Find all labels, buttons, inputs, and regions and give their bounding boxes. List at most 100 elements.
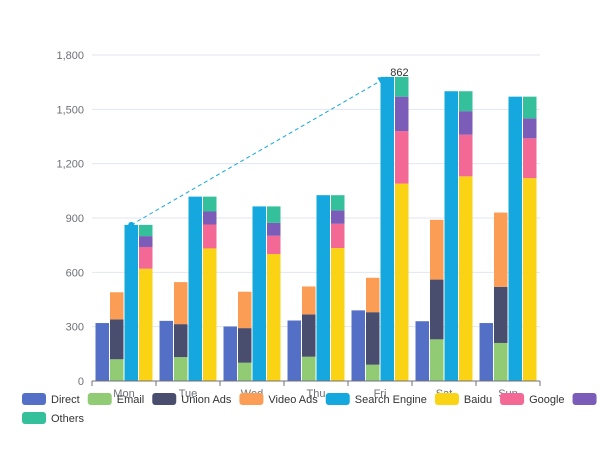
- bar-search-engine-sat[interactable]: [444, 91, 459, 381]
- bar-email-sat[interactable]: [430, 339, 444, 381]
- bar-bing-wed[interactable]: [267, 222, 281, 236]
- bar-union-ads-fri[interactable]: [366, 312, 380, 365]
- x-tick-label: Tue: [179, 388, 198, 400]
- x-tick-label: Fri: [374, 388, 387, 400]
- annotation-label: 862: [390, 67, 408, 79]
- bar-email-tue[interactable]: [174, 357, 188, 381]
- bar-direct-fri[interactable]: [351, 310, 366, 381]
- legend-item-others[interactable]: Others: [22, 412, 85, 425]
- legend-swatch: [239, 393, 264, 405]
- bars: [95, 76, 537, 382]
- bar-bing-tue[interactable]: [203, 211, 217, 225]
- legend[interactable]: Direct Email Union Ads Video Ads Search Engi…: [22, 393, 600, 425]
- bar-search-engine-wed[interactable]: [252, 206, 267, 381]
- legend-swatch: [572, 393, 597, 405]
- legend-swatch: [325, 393, 350, 405]
- legend-item-bing[interactable]: Bing: [572, 393, 600, 406]
- bar-others-wed[interactable]: [267, 206, 281, 223]
- bar-union-ads-sun[interactable]: [494, 286, 508, 343]
- bar-baidu-fri[interactable]: [395, 183, 409, 381]
- annotation-start-dot: [128, 221, 135, 228]
- y-tick-label: 1,800: [56, 50, 84, 62]
- bar-others-mon[interactable]: [139, 224, 153, 237]
- bar-bing-fri[interactable]: [395, 96, 409, 132]
- bar-email-thu[interactable]: [302, 356, 316, 381]
- legend-label: Email: [117, 394, 145, 406]
- y-axis: 0 300 600 900 1,200 1,500 1,800: [56, 50, 84, 388]
- bar-baidu-tue[interactable]: [203, 248, 217, 381]
- legend-item-direct[interactable]: Direct: [22, 393, 80, 406]
- legend-label: Video Ads: [268, 394, 318, 406]
- bar-search-engine-fri[interactable]: [380, 76, 395, 382]
- bar-video-ads-sun[interactable]: [494, 212, 508, 287]
- bar-email-wed[interactable]: [238, 362, 252, 381]
- bar-search-engine-sun[interactable]: [508, 96, 523, 382]
- bar-baidu-sat[interactable]: [459, 176, 473, 381]
- bar-video-ads-tue[interactable]: [174, 282, 188, 325]
- bar-search-engine-tue[interactable]: [188, 196, 203, 381]
- bar-others-sat[interactable]: [459, 91, 473, 112]
- legend-swatch: [152, 393, 177, 405]
- bar-others-tue[interactable]: [203, 196, 217, 212]
- legend-item-google[interactable]: Google: [500, 393, 565, 406]
- bar-baidu-mon[interactable]: [139, 268, 153, 381]
- bar-google-tue[interactable]: [203, 224, 217, 249]
- bar-baidu-sun[interactable]: [523, 178, 537, 381]
- bar-video-ads-thu[interactable]: [302, 286, 316, 315]
- bar-direct-sat[interactable]: [415, 321, 430, 381]
- bar-email-sun[interactable]: [494, 342, 508, 381]
- bar-google-mon[interactable]: [139, 246, 153, 269]
- bar-video-ads-sat[interactable]: [430, 219, 444, 280]
- bar-video-ads-fri[interactable]: [366, 277, 380, 313]
- bar-video-ads-mon[interactable]: [110, 292, 124, 320]
- legend-item-baidu[interactable]: Baidu: [434, 393, 492, 406]
- bar-direct-tue[interactable]: [159, 320, 174, 381]
- bar-search-engine-mon[interactable]: [124, 224, 139, 381]
- bar-bing-thu[interactable]: [331, 210, 345, 224]
- bar-search-engine-thu[interactable]: [316, 195, 331, 381]
- bar-direct-wed[interactable]: [223, 326, 238, 381]
- bar-direct-sun[interactable]: [479, 323, 494, 381]
- annotation-arrowhead: [377, 76, 388, 86]
- bar-google-thu[interactable]: [331, 223, 345, 249]
- bar-google-sun[interactable]: [523, 138, 537, 179]
- x-tick-label: Mon: [113, 388, 134, 400]
- bar-google-fri[interactable]: [395, 131, 409, 184]
- legend-item-union-ads[interactable]: Union Ads: [152, 393, 232, 406]
- y-tick-label: 600: [66, 267, 84, 279]
- bar-union-ads-mon[interactable]: [110, 319, 124, 360]
- bar-direct-mon[interactable]: [95, 323, 110, 381]
- bar-bing-mon[interactable]: [139, 236, 153, 247]
- legend-item-email[interactable]: Email: [87, 393, 145, 406]
- bar-direct-thu[interactable]: [287, 320, 302, 381]
- y-tick-label: 0: [78, 376, 84, 388]
- bar-email-fri[interactable]: [366, 364, 380, 381]
- legend-item-search-engine[interactable]: Search Engine: [325, 393, 427, 406]
- bar-baidu-thu[interactable]: [331, 248, 345, 381]
- bar-others-fri[interactable]: [395, 76, 409, 97]
- y-tick-label: 1,500: [56, 104, 84, 116]
- bar-google-sat[interactable]: [459, 134, 473, 177]
- y-tick-label: 900: [66, 213, 84, 225]
- x-tick-label: Thu: [307, 388, 326, 400]
- legend-swatch: [22, 412, 46, 424]
- bar-bing-sat[interactable]: [459, 111, 473, 135]
- bar-union-ads-thu[interactable]: [302, 314, 316, 357]
- legend-label: Others: [51, 413, 85, 425]
- legend-swatch: [434, 393, 459, 405]
- bar-others-thu[interactable]: [331, 195, 345, 211]
- annotation-line: [130, 76, 388, 226]
- bar-baidu-wed[interactable]: [267, 254, 281, 381]
- legend-label: Union Ads: [181, 394, 232, 406]
- bar-union-ads-sat[interactable]: [430, 279, 444, 340]
- annotations: 862: [128, 67, 409, 228]
- bar-others-sun[interactable]: [523, 96, 537, 119]
- bar-google-wed[interactable]: [267, 235, 281, 255]
- legend-item-video-ads[interactable]: Video Ads: [239, 393, 318, 406]
- bar-union-ads-tue[interactable]: [174, 324, 188, 358]
- bar-video-ads-wed[interactable]: [238, 291, 252, 329]
- bar-bing-sun[interactable]: [523, 118, 537, 139]
- bar-union-ads-wed[interactable]: [238, 328, 252, 363]
- bar-email-mon[interactable]: [110, 359, 124, 381]
- legend-label: Direct: [51, 394, 80, 406]
